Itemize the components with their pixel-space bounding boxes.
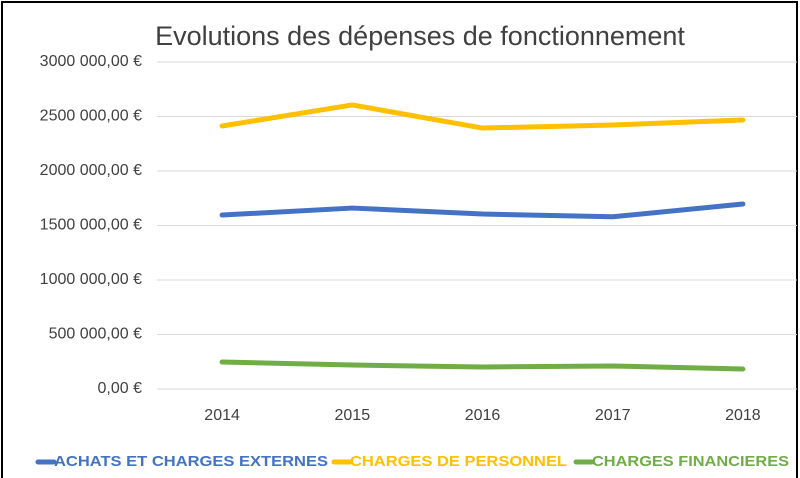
series-line (219, 201, 746, 220)
y-tick-label: 1000 000,00 € (40, 271, 142, 288)
y-tick-label: 1500 000,00 € (40, 217, 142, 234)
y-tick-label: 2500 000,00 € (40, 108, 142, 125)
legend-label: ACHATS ET CHARGES EXTERNES (54, 453, 328, 470)
y-tick-label: 2000 000,00 € (40, 162, 142, 179)
y-tick-label: 0,00 € (98, 380, 143, 397)
x-tick-label: 2017 (595, 407, 631, 424)
series-line (219, 359, 746, 372)
series-line (219, 102, 746, 131)
x-tick-label: 2016 (465, 407, 501, 424)
x-tick-label: 2015 (335, 407, 371, 424)
y-tick-label: 3000 000,00 € (40, 53, 142, 70)
chart-title: Evolutions des dépenses de fonctionnemen… (155, 21, 685, 51)
x-tick-label: 2018 (725, 407, 761, 424)
legend-label: CHARGES DE PERSONNEL (350, 453, 567, 470)
legend-label: CHARGES FINANCIERES (592, 453, 789, 470)
y-tick-label: 500 000,00 € (49, 326, 143, 343)
x-tick-label: 2014 (204, 407, 240, 424)
